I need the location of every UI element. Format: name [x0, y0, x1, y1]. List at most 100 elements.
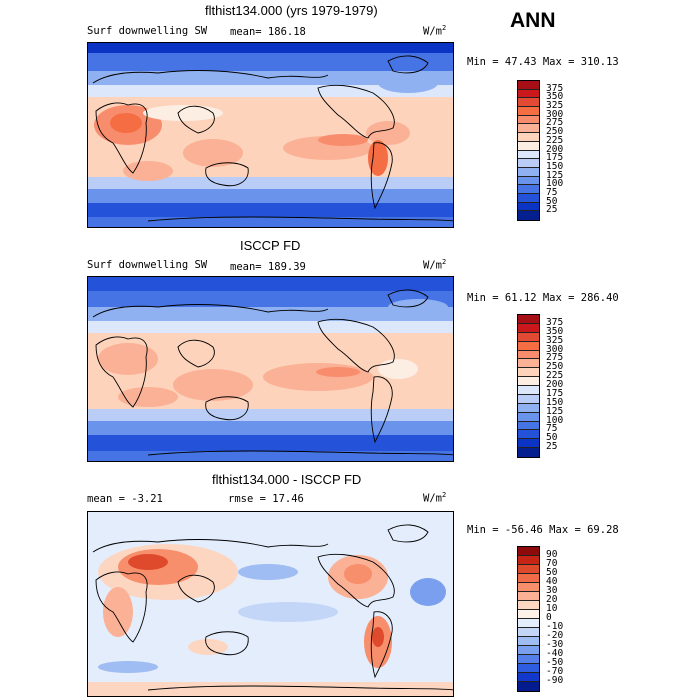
- colorbar-tick-label: 50: [546, 432, 558, 444]
- colorbar-swatch: [518, 592, 539, 601]
- colorbar-tick-label: 300: [546, 108, 564, 120]
- colorbar-swatch: [518, 341, 539, 351]
- colorbar-tick-label: 375: [546, 82, 564, 94]
- colorbar-swatch: [518, 89, 539, 99]
- colorbar-swatch: [518, 332, 539, 342]
- colorbar-tick-label: 50: [546, 567, 558, 578]
- colorbar-swatch: [518, 159, 539, 168]
- colorbar-tick-label: 275: [546, 352, 564, 364]
- colorbar-tick-label: 250: [546, 126, 564, 138]
- colorbar-swatch: [518, 430, 539, 440]
- colorbar-tick-label: 200: [546, 379, 564, 390]
- colorbar-swatch: [518, 202, 539, 212]
- colorbar-swatch: [518, 368, 539, 378]
- panel3-minmax: Min = -56.46 Max = 69.28: [467, 524, 619, 536]
- colorbar-tick-label: -30: [546, 639, 564, 650]
- colorbar-swatch: [518, 565, 539, 574]
- panel1-mean: mean= 186.18: [230, 26, 306, 38]
- panel2-colorbar: [517, 314, 540, 458]
- colorbar-tick-label: -50: [546, 657, 564, 668]
- colorbar-tick-label: -10: [546, 621, 564, 632]
- colorbar-tick-label: 75: [546, 186, 558, 198]
- colorbar-swatch: [518, 619, 539, 628]
- colorbar-tick-label: 125: [546, 169, 564, 181]
- panel2-title: ISCCP FD: [240, 238, 301, 253]
- colorbar-tick-label: -20: [546, 630, 564, 641]
- colorbar-tick-label: 90: [546, 549, 558, 560]
- colorbar-swatch: [518, 637, 539, 646]
- panel1-colorbar: [517, 80, 540, 221]
- panel3-colorbar: [517, 546, 540, 692]
- colorbar-tick-label: 325: [546, 100, 564, 112]
- season-label: ANN: [510, 9, 556, 32]
- colorbar-tick-label: -90: [546, 675, 564, 686]
- colorbar-tick-label: 25: [546, 441, 558, 453]
- colorbar-tick-label: 350: [546, 91, 564, 103]
- colorbar-swatch: [518, 556, 539, 565]
- colorbar-swatch: [518, 98, 539, 108]
- colorbar-tick-label: 375: [546, 316, 564, 328]
- colorbar-swatch: [518, 359, 539, 369]
- colorbar-tick-label: 225: [546, 134, 564, 146]
- colorbar-swatch: [518, 583, 539, 592]
- colorbar-tick-label: 75: [546, 423, 558, 435]
- colorbar-tick-label: 20: [546, 594, 558, 605]
- colorbar-swatch: [518, 664, 539, 673]
- colorbar-tick-label: 50: [546, 195, 558, 207]
- colorbar-tick-label: 175: [546, 152, 564, 164]
- colorbar-swatch: [518, 547, 539, 556]
- colorbar-swatch: [518, 448, 539, 457]
- colorbar-swatch: [518, 167, 539, 177]
- colorbar-tick-label: 350: [546, 325, 564, 337]
- colorbar-tick-label: 25: [546, 204, 558, 216]
- colorbar-swatch: [518, 150, 539, 160]
- colorbar-tick-label: 300: [546, 343, 564, 355]
- panel3-units: W/m2: [423, 491, 447, 505]
- panel1-variable: Surf downwelling SW: [87, 25, 208, 37]
- panel2-units: W/m2: [423, 258, 447, 272]
- colorbar-tick-label: -40: [546, 648, 564, 659]
- colorbar-swatch: [518, 81, 539, 90]
- colorbar-tick-label: 200: [546, 143, 564, 155]
- colorbar-tick-label: 325: [546, 334, 564, 346]
- panel1-units: W/m2: [423, 24, 447, 38]
- colorbar-swatch: [518, 673, 539, 682]
- colorbar-tick-label: 10: [546, 603, 558, 614]
- colorbar-swatch: [518, 655, 539, 664]
- colorbar-swatch: [518, 323, 539, 333]
- colorbar-tick-label: 100: [546, 178, 564, 190]
- colorbar-swatch: [518, 176, 539, 186]
- panel1-minmax: Min = 47.43 Max = 310.13: [467, 56, 619, 68]
- colorbar-tick-label: 175: [546, 387, 564, 399]
- colorbar-swatch: [518, 412, 539, 422]
- colorbar-swatch: [518, 610, 539, 619]
- colorbar-tick-label: 275: [546, 117, 564, 129]
- colorbar-swatch: [518, 350, 539, 360]
- colorbar-tick-label: 150: [546, 160, 564, 172]
- colorbar-swatch: [518, 185, 539, 194]
- colorbar-swatch: [518, 124, 539, 134]
- panel3-map: [87, 511, 454, 697]
- colorbar-tick-label: 100: [546, 414, 564, 426]
- colorbar-tick-label: 250: [546, 361, 564, 373]
- colorbar-swatch: [518, 628, 539, 637]
- colorbar-swatch: [518, 107, 539, 116]
- colorbar-swatch: [518, 421, 539, 431]
- colorbar-swatch: [518, 141, 539, 151]
- colorbar-swatch: [518, 211, 539, 220]
- colorbar-swatch: [518, 394, 539, 404]
- colorbar-swatch: [518, 193, 539, 203]
- colorbar-tick-label: 225: [546, 370, 564, 382]
- colorbar-swatch: [518, 115, 539, 125]
- colorbar-swatch: [518, 574, 539, 583]
- panel1-title: flthist134.000 (yrs 1979-1979): [205, 3, 378, 18]
- colorbar-tick-label: 150: [546, 396, 564, 408]
- colorbar-tick-label: -70: [546, 666, 564, 677]
- panel2-mean: mean= 189.39: [230, 261, 306, 273]
- colorbar-tick-label: 40: [546, 576, 558, 587]
- colorbar-swatch: [518, 386, 539, 395]
- colorbar-swatch: [518, 133, 539, 142]
- colorbar-swatch: [518, 403, 539, 413]
- colorbar-swatch: [518, 601, 539, 610]
- colorbar-tick-label: 125: [546, 405, 564, 417]
